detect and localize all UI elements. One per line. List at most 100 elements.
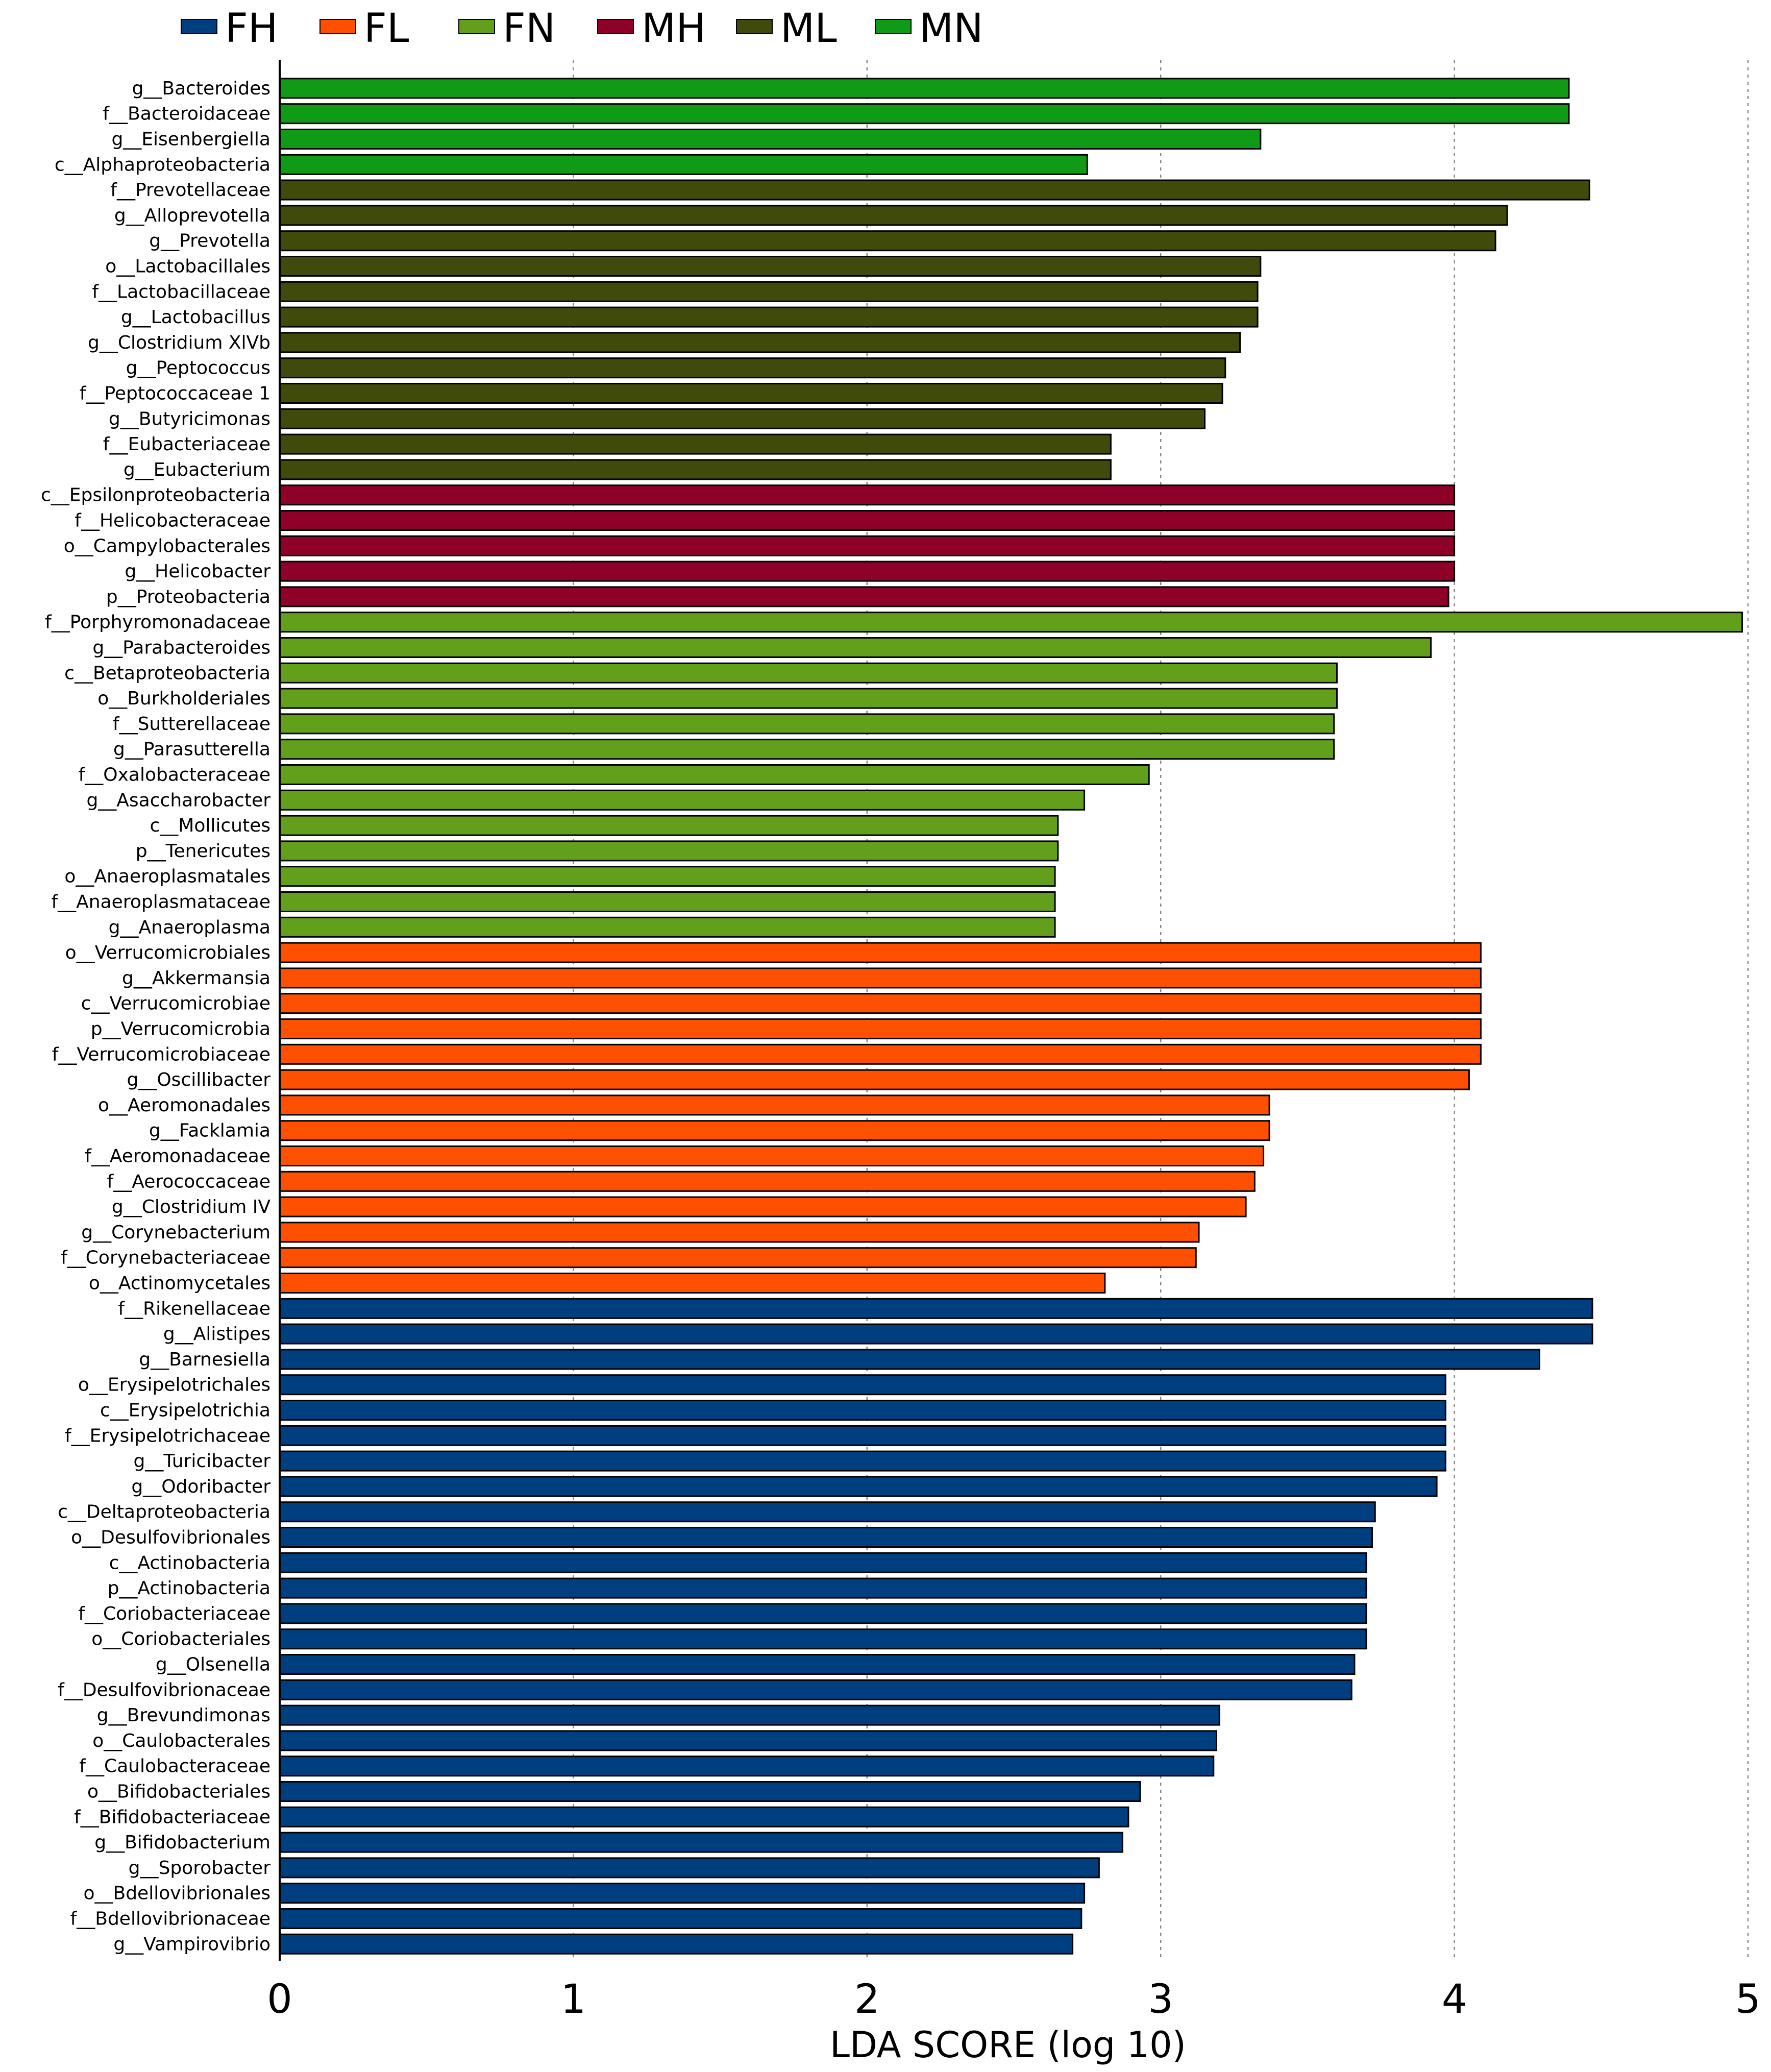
bar-g__Parasutterella [279, 739, 1335, 760]
category-label: g__Corynebacterium [81, 1222, 270, 1243]
bar-o__Bifidobacteriales [279, 1781, 1141, 1802]
bar-o__Actinomycetales [279, 1273, 1106, 1294]
bar-g__Eubacterium [279, 459, 1112, 480]
category-label: f__Anaeroplasmataceae [52, 892, 271, 913]
bar-g__Prevotella [279, 230, 1496, 252]
category-label: p__Verrucomicrobia [91, 1019, 270, 1040]
bar-g__Odoribacter [279, 1476, 1438, 1497]
category-label: f__Caulobacteraceae [79, 1756, 270, 1777]
category-label: p__Actinobacteria [108, 1578, 270, 1599]
category-label: g__Oscillibacter [127, 1069, 270, 1090]
legend-swatch-MH [597, 19, 634, 34]
category-label: o__Anaeroplasmatales [64, 866, 270, 887]
bar-g__Alloprevotella [279, 205, 1508, 226]
category-label: f__Peptococcaceae 1 [80, 383, 270, 404]
x-tick-label: 3 [1148, 1977, 1173, 2022]
category-label: g__Eisenbergiella [111, 129, 270, 150]
legend-label-FH: FH [225, 6, 278, 52]
category-label: g__Prevotella [149, 231, 270, 252]
category-label: g__Parabacteroides [92, 638, 270, 659]
legend-swatch-MN [875, 19, 912, 34]
bar-o__Campylobacterales [279, 535, 1456, 556]
bar-g__Clostridium XlVb [279, 332, 1241, 353]
category-label: c__Erysipelotrichia [100, 1400, 270, 1421]
bar-g__Turicibacter [279, 1450, 1446, 1472]
legend-swatch-FL [319, 19, 356, 34]
category-label: g__Anaeroplasma [109, 917, 270, 938]
category-label: o__Bdellovibrionales [83, 1883, 270, 1904]
category-label: f__Porphyromonadaceae [45, 612, 270, 633]
bar-g__Corynebacterium [279, 1222, 1200, 1243]
legend-label-FL: FL [364, 6, 409, 52]
x-tick-label: 5 [1735, 1977, 1761, 2022]
bar-g__Alistipes [279, 1323, 1593, 1345]
bar-g__Sporobacter [279, 1857, 1100, 1879]
bar-f__Corynebacteriaceae [279, 1247, 1197, 1269]
bar-g__Facklamia [279, 1120, 1270, 1141]
legend-swatch-FN [458, 19, 495, 34]
bar-g__Bacteroides [279, 78, 1570, 99]
bar-g__Helicobacter [279, 560, 1456, 582]
category-label: f__Verrucomicrobiaceae [52, 1044, 270, 1065]
bar-f__Erysipelotrichaceae [279, 1425, 1446, 1446]
bar-f__Oxalobacteraceae [279, 764, 1150, 785]
bar-p__Verrucomicrobia [279, 1018, 1482, 1039]
category-label: f__Rikenellaceae [118, 1298, 270, 1319]
bar-g__Anaeroplasma [279, 916, 1056, 938]
bar-f__Lactobacillaceae [279, 281, 1259, 302]
bar-f__Helicobacteraceae [279, 510, 1456, 531]
bar-g__Parabacteroides [279, 637, 1432, 658]
category-label: p__Proteobacteria [106, 587, 270, 607]
bar-g__Akkermansia [279, 967, 1482, 989]
category-label: f__Eubacteriaceae [103, 434, 270, 455]
category-label: f__Erysipelotrichaceae [65, 1425, 270, 1446]
bar-f__Bifidobacteriaceae [279, 1806, 1129, 1827]
category-label: g__Lactobacillus [121, 307, 270, 328]
bar-f__Aeromonadaceae [279, 1145, 1265, 1166]
bar-f__Eubacteriaceae [279, 433, 1112, 455]
bar-p__Actinobacteria [279, 1577, 1367, 1599]
category-label: g__Odoribacter [131, 1476, 270, 1497]
bar-g__Bifidobacterium [279, 1832, 1123, 1853]
bar-g__Barnesiella [279, 1349, 1540, 1370]
bar-g__Clostridium IV [279, 1196, 1247, 1217]
x-tick-label: 1 [561, 1977, 586, 2022]
category-label: g__Clostridium IV [112, 1197, 270, 1217]
bar-o__Erysipelotrichales [279, 1374, 1446, 1396]
category-label: g__Butyricimonas [109, 408, 270, 429]
bar-f__Rikenellaceae [279, 1298, 1593, 1319]
category-label: g__Bifidobacterium [94, 1832, 270, 1853]
x-tick-label: 4 [1442, 1977, 1467, 2022]
category-label: o__Aeromonadales [98, 1095, 270, 1116]
category-label: g__Barnesiella [139, 1349, 270, 1370]
category-label: c__Epsilonproteobacteria [41, 485, 270, 506]
category-label: f__Desulfovibrionaceae [58, 1679, 270, 1700]
bar-o__Aeromonadales [279, 1094, 1270, 1116]
bar-c__Erysipelotrichia [279, 1400, 1446, 1421]
category-label: o__Desulfovibrionales [71, 1527, 270, 1548]
bar-o__Verrucomicrobiales [279, 942, 1482, 963]
bar-f__Sutterellaceae [279, 713, 1335, 735]
bar-f__Peptococcaceae 1 [279, 383, 1223, 404]
category-label: g__Vampirovibrio [113, 1934, 270, 1955]
bar-c__Epsilonproteobacteria [279, 484, 1456, 506]
category-label: g__Alistipes [163, 1324, 270, 1345]
category-label: g__Peptococcus [126, 358, 270, 379]
category-label: o__Erysipelotrichales [78, 1375, 270, 1396]
bar-c__Actinobacteria [279, 1552, 1367, 1573]
category-label: c__Alphaproteobacteria [55, 154, 270, 175]
category-label: f__Helicobacteraceae [75, 510, 270, 531]
category-label: f__Bifidobacteriaceae [74, 1807, 270, 1827]
category-label: o__Bifidobacteriales [87, 1782, 270, 1802]
bar-f__Caulobacteraceae [279, 1756, 1215, 1777]
bar-f__Coriobacteriaceae [279, 1603, 1367, 1624]
bar-f__Desulfovibrionaceae [279, 1679, 1352, 1700]
bar-g__Butyricimonas [279, 408, 1206, 429]
category-label: f__Coriobacteriaceae [78, 1603, 270, 1624]
category-label: g__Akkermansia [122, 968, 270, 989]
category-label: o__Lactobacillales [105, 256, 270, 277]
category-label: f__Bacteroidaceae [103, 104, 270, 125]
bar-c__Mollicutes [279, 815, 1059, 836]
bar-g__Peptococcus [279, 357, 1226, 379]
category-label: f__Sutterellaceae [113, 714, 270, 735]
